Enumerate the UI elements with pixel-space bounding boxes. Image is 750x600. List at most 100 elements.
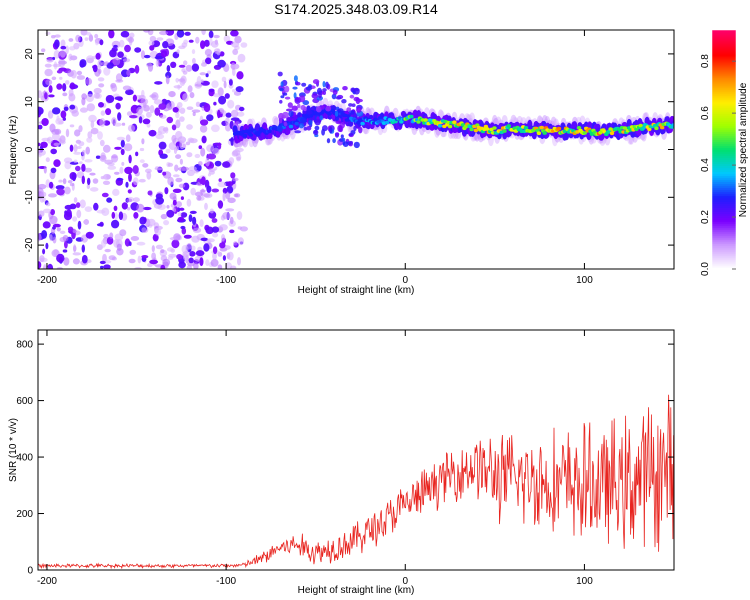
spectrogram-noise-blob [50,209,55,216]
colorbar-step [712,145,736,149]
spectrogram-cluster-blob [321,128,325,136]
spectrogram-noise-blob [155,196,165,205]
spectrogram-ridge-blob [327,112,332,116]
spectrogram-noise-blob [117,112,122,121]
spectrogram-noise-blob [236,111,245,117]
spectrogram-noise-blob [101,192,109,198]
colorbar-step [712,245,736,248]
spectrogram-ridge-blob [492,126,497,130]
spectrogram-x-tick-label: -200 [37,275,57,286]
spectrogram-noise-blob [187,85,193,93]
spectrogram-cluster-blob [280,81,284,87]
spectrogram-noise-blob [168,91,176,98]
colorbar-step [712,171,736,174]
spectrogram-noise-blob [230,109,239,118]
spectrogram-cluster-blob [298,123,305,129]
spectrogram-noise-blob [237,226,243,230]
spectrogram-noise-blob [154,81,163,85]
spectrogram-noise-blob [218,178,222,183]
spectrogram-noise-blob [217,181,227,188]
spectrogram-noise-blob [98,83,105,88]
spectrogram-noise-blob [141,138,145,145]
spectrogram-noise-blob [48,193,57,198]
spectrogram-noise-blob [222,187,228,194]
spectrogram-noise-blob [120,30,130,38]
spectrogram-noise-blob [212,232,219,238]
spectrogram-noise-blob [201,30,206,36]
colorbar-tick-label: 0.0 [700,262,711,276]
spectrogram-noise-blob [94,39,99,46]
spectrogram-cluster-blob [301,82,307,87]
colorbar-step [712,265,736,268]
colorbar-step [712,159,736,163]
spectrogram-noise-blob [50,148,57,155]
spectrogram-noise-blob [141,255,149,259]
spectrogram-noise-blob [237,237,244,246]
spectrogram-noise-blob [212,252,217,260]
spectrogram-cluster-blob [280,95,285,99]
spectrogram-noise-blob [70,69,77,79]
spectrogram-noise-blob [59,230,66,234]
spectrogram-noise-blob [194,153,201,159]
spectrogram-noise-blob [158,103,167,110]
spectrogram-cluster-blob [337,125,343,132]
colorbar-border [711,29,737,270]
spectrogram-noise-blob [176,49,180,54]
spectrogram-noise-blob [143,30,150,33]
spectrogram-noise-blob [128,241,132,246]
spectrogram-noise-blob [167,256,174,260]
spectrogram-noise-blob [190,187,196,196]
colorbar-step [712,173,736,176]
colorbar-step [712,97,736,101]
spectrogram-cluster-blob [279,117,283,124]
colorbar-step [712,73,736,77]
spectrogram-noise-blob [86,32,92,36]
spectrogram-noise-blob [76,209,82,219]
spectrogram-noise-blob [226,185,234,194]
colorbar-step [712,183,736,186]
spectrogram-noise-blob [164,187,169,195]
spectrogram-y-tick-label: -20 [24,237,35,252]
spectrogram-ridge-blob [622,126,628,130]
spectrogram-cluster-blob [277,125,283,132]
spectrogram-noise-blob [135,151,139,157]
spectrogram-noise-blob [93,202,99,211]
spectrogram-noise-blob [127,124,136,132]
colorbar-step [712,123,736,127]
spectrogram-noise-blob [190,245,196,251]
spectrogram-noise-blob [196,75,202,85]
colorbar-step [712,227,736,230]
spectrogram-cluster-blob [340,134,344,139]
spectrogram-noise-blob [111,211,116,219]
spectrogram-noise-blob [162,41,169,49]
spectrogram-noise-blob [54,39,60,48]
spectrogram-noise-blob [45,242,49,250]
spectrogram-noise-blob [136,241,146,246]
colorbar-step [712,131,736,135]
spectrogram-noise-blob [54,128,62,135]
spectrogram-noise-blob [229,216,234,225]
spectrogram-noise-blob [142,163,149,168]
colorbar-step [712,221,736,224]
spectrogram-noise-blob [119,166,124,174]
spectrogram-noise-blob [78,141,85,147]
snr-y-tick-label: 800 [16,340,33,351]
spectrogram-noise-blob [226,181,234,187]
colorbar-step [712,237,736,240]
spectrogram-noise-blob [45,157,50,163]
spectrogram-ridge-blob [248,133,253,137]
spectrogram-noise-blob [183,39,189,45]
spectrogram-noise-blob [126,111,133,117]
spectrogram-noise-blob [212,246,218,254]
spectrogram-cluster-blob [300,104,306,111]
spectrogram-noise-blob [117,51,124,58]
colorbar-step [712,107,736,111]
spectrogram-noise-blob [85,146,90,155]
colorbar-step [712,163,736,167]
spectrogram-noise-blob [115,102,121,110]
colorbar-step [712,259,736,262]
spectrogram-noise-blob [139,216,147,225]
spectrogram-noise-blob [81,244,86,253]
spectrogram-noise-blob [68,53,73,61]
spectrogram-noise-blob [167,176,174,186]
